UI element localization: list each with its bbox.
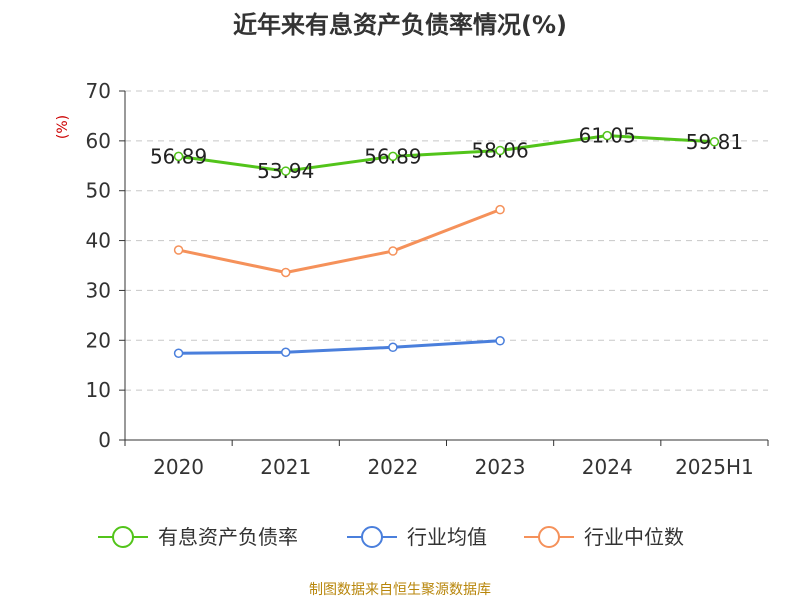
series-line: [178, 208, 501, 274]
data-label: 58.06: [471, 139, 528, 163]
legend-marker: [112, 526, 134, 548]
legend-label: 有息资产负债率: [158, 525, 298, 549]
data-point: [173, 348, 184, 358]
data-label: 56.89: [364, 144, 421, 168]
series-0: 56.89 53.94 56.89 58.06 61.05 59.81: [150, 124, 743, 183]
x-tick-label: 2024: [582, 455, 633, 479]
y-tick-label: 60: [86, 129, 111, 153]
data-point: [602, 130, 612, 141]
data-point: [495, 145, 505, 156]
chart-title: 近年来有息资产负债率情况(%): [233, 11, 567, 39]
source-note: 制图数据来自恒生聚源数据库: [309, 582, 491, 598]
legend-label: 行业均值: [407, 525, 487, 549]
series-1: [173, 336, 505, 358]
data-point: [388, 151, 398, 162]
y-tick-label: 40: [86, 229, 111, 253]
y-tick-label: 0: [98, 428, 111, 452]
x-tick-label: 2020: [153, 455, 204, 479]
legend-item: 行业均值: [347, 525, 487, 549]
y-axis-label: (%): [55, 115, 71, 139]
data-point: [173, 245, 184, 255]
data-point: [388, 342, 398, 353]
legend-marker: [361, 526, 383, 548]
data-point: [281, 267, 291, 278]
data-label: 56.89: [150, 144, 207, 168]
data-point: [388, 246, 398, 256]
data-point: [173, 151, 184, 162]
data-point: [495, 336, 505, 346]
legend: 有息资产负债率 行业均值 行业中位数: [98, 525, 684, 549]
data-point: [281, 347, 291, 358]
data-label: 61.05: [579, 124, 636, 148]
data-label: 53.94: [257, 159, 314, 183]
legend-label: 行业中位数: [584, 525, 684, 549]
x-tick-label: 2023: [475, 455, 526, 479]
axes: 0 10 20 30 40 50 60 70 2020 2021 2022 2023 2024 2025H…: [86, 79, 769, 479]
series-2: [173, 204, 505, 278]
legend-marker: [538, 526, 560, 548]
x-tick-label: 2025H1: [675, 455, 754, 479]
y-tick-label: 30: [86, 278, 111, 302]
data-point: [709, 137, 720, 147]
y-tick-label: 70: [86, 79, 111, 103]
data-point: [495, 204, 505, 215]
legend-item: 行业中位数: [524, 525, 684, 549]
x-tick-label: 2022: [367, 455, 418, 479]
series-line: [178, 134, 715, 173]
y-tick-label: 20: [86, 328, 111, 352]
series-group: 56.89 53.94 56.89 58.06 61.05 59.81: [150, 124, 743, 358]
grid-lines: [125, 90, 768, 391]
x-tick-label: 2021: [260, 455, 311, 479]
y-tick-label: 50: [86, 179, 111, 203]
y-tick-label: 10: [86, 378, 111, 402]
series-line: [178, 339, 501, 355]
data-point: [281, 166, 291, 176]
legend-item: 有息资产负债率: [98, 525, 298, 549]
data-label: 59.81: [686, 130, 743, 154]
